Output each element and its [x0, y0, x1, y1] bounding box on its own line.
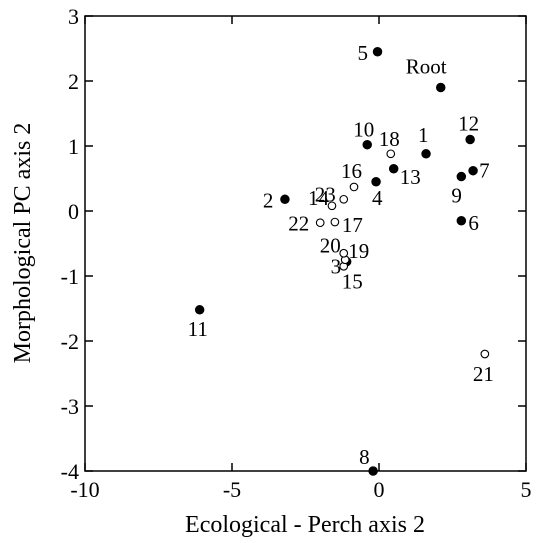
data-point-label: 18: [379, 127, 400, 151]
data-point-label: 5: [358, 41, 369, 65]
data-point-filled: [435, 82, 446, 93]
data-point-labels: Root123456789101112131415161718192021222…: [188, 41, 494, 469]
x-tick-label: 0: [374, 477, 385, 502]
data-point-filled: [456, 216, 467, 226]
data-point-label: 20: [320, 233, 341, 257]
data-point-filled: [456, 171, 467, 182]
y-tick-label: -3: [61, 394, 79, 419]
y-tick-label: -2: [61, 329, 79, 354]
data-point-open: [327, 201, 337, 211]
data-point-open: [315, 218, 325, 228]
data-point-label: 3: [331, 255, 342, 279]
y-tick-label: 2: [68, 69, 79, 94]
x-tick-label: -5: [223, 477, 241, 502]
data-point-open: [339, 194, 349, 204]
data-point-filled: [362, 139, 372, 150]
data-point-open: [330, 217, 340, 227]
data-point-open: [480, 349, 490, 359]
data-point-filled: [468, 165, 478, 176]
data-point-label: 8: [359, 445, 370, 469]
x-tick-label: 5: [521, 477, 532, 502]
data-point-label: 22: [288, 212, 309, 236]
data-point-label: 13: [400, 165, 421, 189]
data-point-filled: [465, 134, 475, 145]
data-point-filled: [372, 46, 383, 57]
data-point-filled: [388, 164, 399, 174]
data-point-label: 6: [468, 211, 479, 235]
data-point-label: 4: [372, 186, 383, 210]
data-point-label: 23: [315, 182, 336, 206]
data-point-label: 21: [473, 362, 494, 386]
y-axis-label: Morphological PC axis 2: [10, 123, 36, 364]
data-point-label: 12: [458, 112, 479, 136]
data-point-label: 15: [342, 269, 363, 293]
data-point-label: 16: [341, 159, 362, 183]
data-point-open: [349, 182, 359, 192]
y-tick-label: 3: [68, 4, 79, 29]
data-point-label: 2: [263, 188, 274, 212]
x-tick-label: -10: [70, 477, 99, 502]
axis-ticks: [84, 15, 527, 472]
x-axis-label: Ecological - Perch axis 2: [185, 512, 425, 538]
data-point-label: 17: [342, 213, 363, 237]
y-tick-label: -4: [61, 459, 79, 484]
data-point-label: 19: [348, 239, 369, 263]
data-point-label: Root: [406, 55, 447, 79]
data-point-label: 7: [479, 159, 490, 183]
plot-frame: [84, 15, 527, 472]
data-point-label: 9: [451, 184, 462, 208]
data-point-filled: [194, 305, 205, 315]
data-point-filled: [280, 194, 290, 205]
data-point-filled: [371, 177, 381, 187]
y-tick-label: -1: [61, 264, 79, 289]
y-tick-label: 0: [68, 199, 79, 224]
data-point-open: [339, 248, 349, 258]
data-point-filled: [421, 149, 431, 159]
data-point-label: 14: [308, 186, 330, 210]
data-point-label: 1: [418, 123, 429, 147]
data-point-label: 10: [353, 118, 374, 142]
data-point-filled: [368, 466, 378, 476]
y-tick-label: 1: [68, 134, 79, 159]
data-point-label: 11: [188, 317, 208, 341]
data-points: [194, 46, 490, 476]
data-point-open: [386, 149, 396, 159]
